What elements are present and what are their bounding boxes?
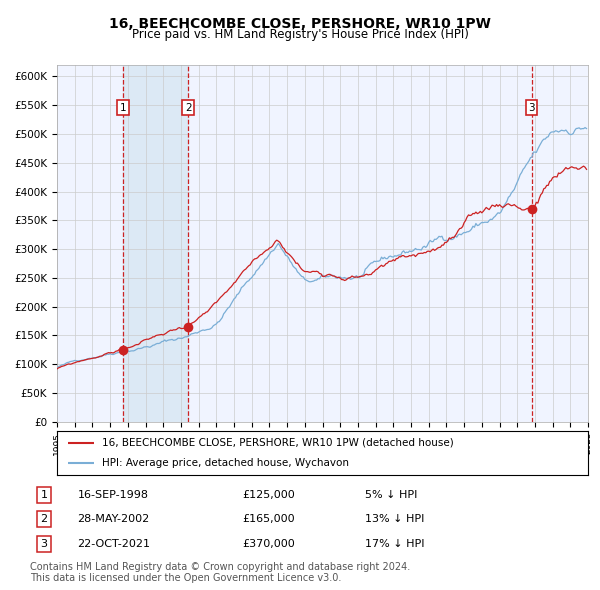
Text: 3: 3 (528, 103, 535, 113)
Text: £165,000: £165,000 (242, 514, 295, 524)
Text: £370,000: £370,000 (242, 539, 295, 549)
Text: 1: 1 (119, 103, 126, 113)
Text: 28-MAY-2002: 28-MAY-2002 (77, 514, 149, 524)
Text: 3: 3 (40, 539, 47, 549)
Text: Price paid vs. HM Land Registry's House Price Index (HPI): Price paid vs. HM Land Registry's House … (131, 28, 469, 41)
Bar (122, 65, 188, 422)
Text: 16, BEECHCOMBE CLOSE, PERSHORE, WR10 1PW: 16, BEECHCOMBE CLOSE, PERSHORE, WR10 1PW (109, 17, 491, 31)
Text: Contains HM Land Registry data © Crown copyright and database right 2024.
This d: Contains HM Land Registry data © Crown c… (30, 562, 410, 584)
Text: 2: 2 (40, 514, 47, 524)
Text: 1: 1 (40, 490, 47, 500)
Text: 2: 2 (185, 103, 191, 113)
Text: £125,000: £125,000 (242, 490, 295, 500)
Text: 16-SEP-1998: 16-SEP-1998 (77, 490, 148, 500)
Text: HPI: Average price, detached house, Wychavon: HPI: Average price, detached house, Wych… (102, 458, 349, 468)
Text: 13% ↓ HPI: 13% ↓ HPI (365, 514, 424, 524)
Text: 5% ↓ HPI: 5% ↓ HPI (365, 490, 417, 500)
Text: 22-OCT-2021: 22-OCT-2021 (77, 539, 151, 549)
Text: 16, BEECHCOMBE CLOSE, PERSHORE, WR10 1PW (detached house): 16, BEECHCOMBE CLOSE, PERSHORE, WR10 1PW… (102, 438, 454, 448)
Text: 17% ↓ HPI: 17% ↓ HPI (365, 539, 424, 549)
